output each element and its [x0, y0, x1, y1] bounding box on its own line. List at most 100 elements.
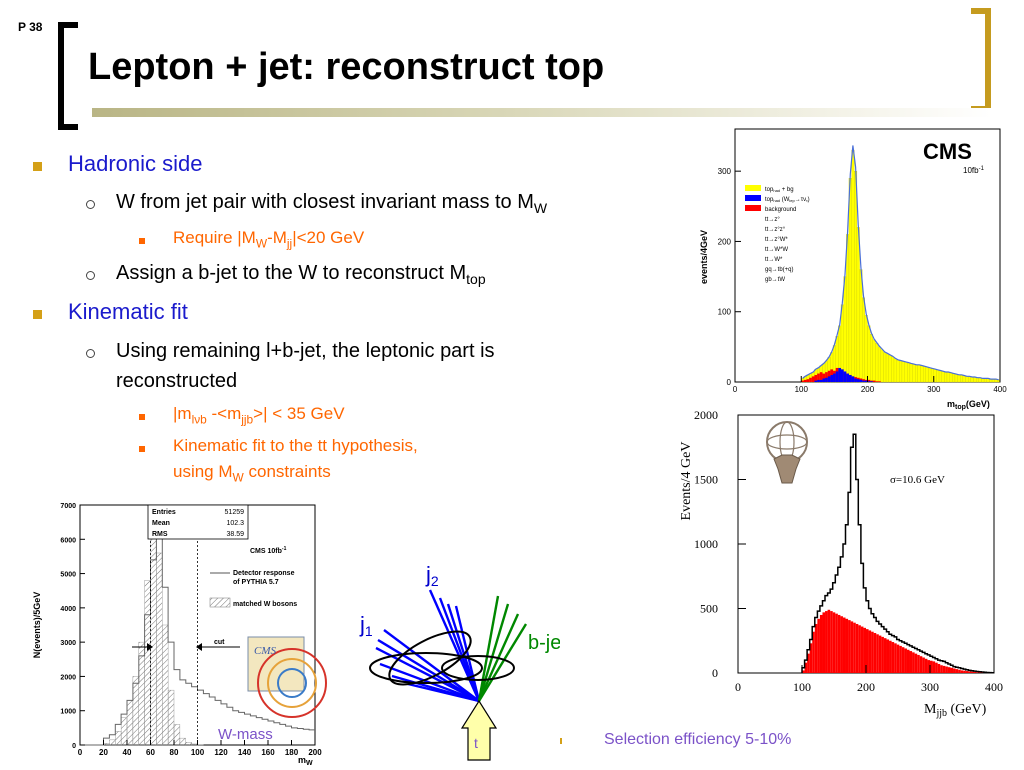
bullet-assign-b-jet: Assign a b-jet to the W to reconstruct M… — [116, 262, 486, 287]
top-tau-bar — [833, 374, 836, 382]
mjjb-bg-bar — [922, 658, 925, 673]
mjjb-ylabel: Events/4 GeV — [679, 442, 694, 521]
mjjb-bg-bar — [892, 642, 895, 673]
top-tau-bar — [852, 376, 855, 382]
top-signal-bar — [976, 378, 979, 382]
top-signal-bar — [942, 371, 945, 382]
top-bg-bar — [804, 380, 807, 382]
mjjb-bg-bar — [933, 661, 936, 673]
top-signal-bar — [913, 364, 916, 382]
mjjb-bg-bar — [971, 672, 974, 673]
mjjb-bg-bar — [917, 655, 920, 673]
mjjb-bg-bar — [940, 665, 943, 673]
mjjb-bg-bar — [899, 646, 902, 673]
top-tau-bar — [846, 374, 849, 382]
w-y-tick-label: 7000 — [60, 503, 76, 510]
bullet-mlvb-cut: |mlνb -<mjjb>| < 35 GeV — [173, 404, 345, 426]
top-chart-ylabel: events/4GeV — [699, 230, 709, 284]
stats-rms-value: 38.59 — [226, 531, 244, 538]
selection-efficiency-text: Selection efficiency 5-10% — [604, 731, 791, 749]
w-matched-bar — [180, 738, 186, 745]
w-y-tick-label: 6000 — [60, 537, 76, 544]
top-bg-bar — [873, 381, 876, 382]
top-signal-bar — [939, 371, 942, 382]
sub-bullet-marker — [86, 200, 95, 209]
top-quark-label: t — [474, 735, 478, 751]
mjjb-bg-bar — [815, 624, 818, 673]
top-signal-bar — [907, 363, 910, 382]
top-signal-bar — [881, 350, 884, 382]
mjjb-bg-bar — [835, 614, 838, 673]
w-matched-bar — [121, 718, 127, 745]
top-bg-bar — [878, 381, 881, 382]
w-y-tick-label: 2000 — [60, 674, 76, 681]
mjjb-y-tick-label: 0 — [712, 666, 718, 680]
title-bracket-left — [58, 22, 78, 130]
mjjb-bg-bar — [879, 636, 882, 673]
top-tau-bar — [870, 381, 873, 382]
title-bracket-right — [971, 8, 991, 112]
top-signal-bar — [918, 365, 921, 382]
top-legend-label: tt→z° — [765, 217, 780, 223]
mjjb-sigma-label: σ=10.6 GeV — [890, 474, 945, 486]
top-bg-bar — [807, 379, 810, 382]
bullet-using-remaining-line2: reconstructed — [116, 370, 237, 393]
top-signal-bar — [862, 298, 865, 382]
top-signal-bar — [899, 361, 902, 382]
title-underline-bar — [92, 108, 992, 117]
top-tau-bar — [820, 380, 823, 382]
top-tau-bar — [828, 376, 831, 382]
top-signal-bar — [915, 365, 918, 382]
top-signal-bar — [886, 354, 889, 382]
mjjb-y-tick-label: 1000 — [694, 537, 718, 551]
mjjb-bg-bar — [881, 637, 884, 673]
top-tau-bar — [857, 379, 860, 382]
w-matched-bar — [168, 690, 174, 745]
top-quark-arrow — [462, 701, 496, 760]
w-chart-ylabel: N(events)/5GeV — [32, 592, 42, 659]
mjjb-bg-bar — [945, 667, 948, 673]
mjjb-bg-bar — [876, 634, 879, 673]
mjjb-bg-bar — [856, 624, 859, 673]
w-mass-caption: W-mass — [218, 726, 273, 743]
top-y-tick-label: 200 — [718, 237, 732, 246]
top-signal-bar — [849, 178, 852, 382]
top-signal-bar — [868, 326, 871, 382]
mjjb-bg-bar — [830, 611, 833, 673]
top-decay-diagram-svg: t j2 j1 b-jet — [348, 560, 560, 765]
mjjb-bg-bar — [904, 648, 907, 673]
w-chart-lumi: CMS 10fb-1 — [250, 546, 287, 555]
top-legend-swatch — [745, 205, 761, 211]
top-legend-swatch — [745, 195, 761, 201]
mjjb-bg-bar — [907, 650, 910, 673]
bullet-marker — [33, 310, 42, 319]
mjjb-bg-bar — [848, 620, 851, 673]
w-x-tick-label: 140 — [238, 748, 252, 757]
jet-j1-label: j1 — [359, 612, 373, 639]
w-matched-bar — [109, 740, 115, 745]
jet-j2-label: j2 — [425, 562, 439, 589]
mjjb-bg-bar — [825, 611, 828, 673]
top-legend-label: tophad + bg — [765, 187, 794, 193]
top-signal-bar — [981, 378, 984, 382]
w-y-tick-label: 3000 — [60, 640, 76, 647]
top-signal-bar — [958, 375, 961, 382]
mjjb-bg-bar — [968, 671, 971, 673]
mjjb-bg-bar — [822, 612, 825, 673]
top-signal-bar — [846, 234, 849, 382]
top-signal-bar — [944, 372, 947, 382]
top-legend-label: tt→z°z° — [765, 227, 786, 233]
mjjb-x-tick-label: 400 — [985, 680, 1003, 694]
mjjb-bg-bar — [861, 627, 864, 673]
mjjb-bg-bar — [902, 647, 905, 673]
bullet-marker — [33, 162, 42, 171]
legend-matched-swatch — [210, 598, 230, 607]
top-signal-bar — [865, 315, 868, 382]
mjjb-bg-bar — [833, 612, 836, 673]
w-matched-bar — [104, 743, 110, 745]
jet-cone-ring — [442, 656, 514, 680]
mjjb-bg-bar — [943, 666, 946, 673]
mjjb-bg-bar — [817, 619, 820, 673]
